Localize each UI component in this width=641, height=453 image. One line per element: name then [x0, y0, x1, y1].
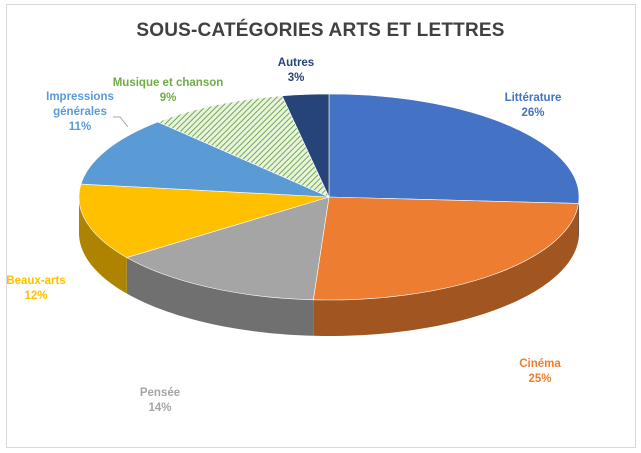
data-label-impressions-generales: Impressions générales 11%: [46, 91, 114, 133]
data-label-cinema: Cinéma 25%: [519, 358, 561, 385]
pie-side-beaux-arts: [79, 197, 127, 294]
data-label-name: Impressions: [46, 91, 114, 103]
data-label-name: générales: [53, 106, 107, 118]
data-label-name: Autres: [278, 57, 314, 69]
pie-side-cinema: [313, 203, 579, 336]
data-label-value: 9%: [160, 92, 177, 104]
data-label-name: Beaux-arts: [6, 275, 65, 287]
pie-slice-litterature: [328, 93, 580, 204]
data-label-name: Cinéma: [519, 358, 561, 370]
pie-slice-autres: [281, 93, 330, 198]
data-label-musique-et-chanson: Musique et chanson 9%: [113, 77, 224, 104]
data-label-autres: Autres 3%: [278, 57, 314, 84]
data-label-value: 11%: [69, 121, 91, 133]
data-label-value: 14%: [148, 402, 171, 414]
pie-slice-pensee: [125, 196, 330, 301]
data-label-pensee: Pensée 14%: [140, 387, 180, 414]
chart-title: SOUS-CATÉGORIES ARTS ET LETTRES: [136, 20, 505, 41]
pie-slice-musique-et-chanson: [157, 95, 330, 198]
leader-line: [113, 116, 129, 128]
data-label-litterature: Littérature 26%: [505, 92, 562, 119]
data-label-name: Musique et chanson: [113, 77, 224, 89]
data-label-value: 12%: [24, 290, 47, 302]
pie-slice-impressions-generales: [80, 121, 330, 198]
pie-slice-beaux-arts: [78, 183, 330, 258]
data-label-value: 3%: [288, 72, 305, 84]
pie-slice-cinema: [312, 196, 579, 301]
data-label-name: Littérature: [505, 92, 562, 104]
data-label-beaux-arts: Beaux-arts 12%: [6, 275, 65, 302]
data-label-name: Pensée: [140, 387, 180, 399]
pie-side-pensee: [126, 257, 314, 336]
data-label-value: 26%: [521, 107, 544, 119]
data-label-value: 25%: [528, 373, 551, 385]
